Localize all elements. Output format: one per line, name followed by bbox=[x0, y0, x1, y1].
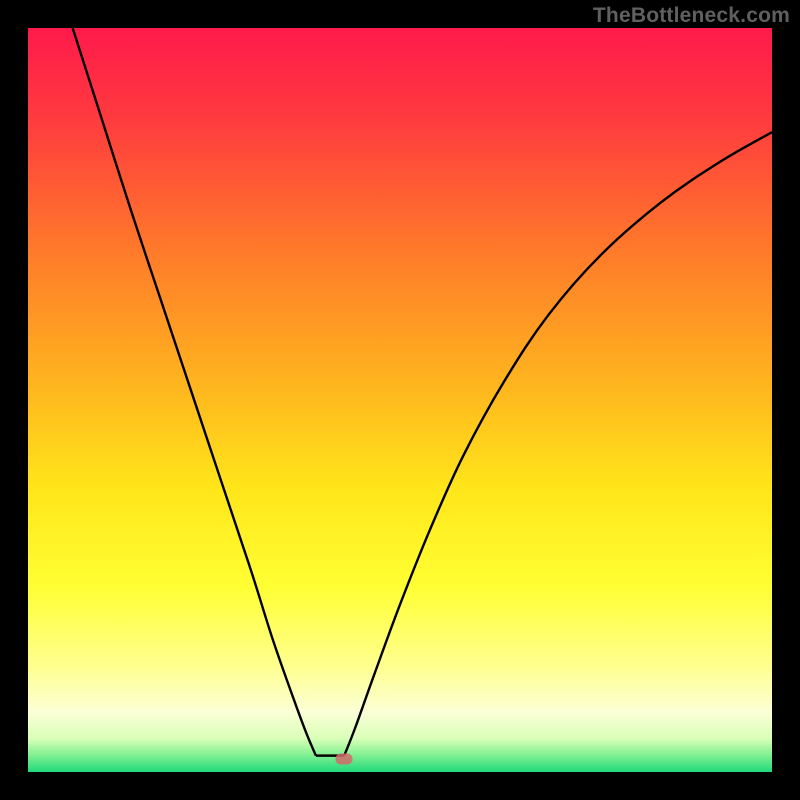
curve-svg bbox=[28, 28, 772, 772]
plot-area bbox=[28, 28, 772, 772]
right-curve-line bbox=[344, 132, 772, 755]
watermark-text: TheBottleneck.com bbox=[593, 4, 790, 28]
left-curve-line bbox=[73, 28, 316, 756]
min-marker bbox=[336, 753, 353, 764]
